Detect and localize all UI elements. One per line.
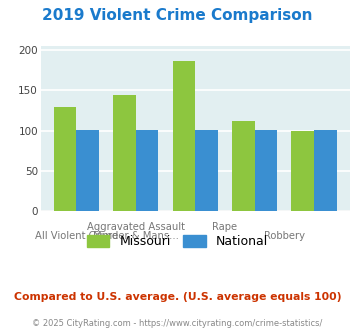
Bar: [232, 121, 255, 211]
Text: Murder & Mans...: Murder & Mans...: [93, 231, 179, 241]
Text: Rape: Rape: [212, 222, 237, 232]
Bar: [195, 130, 218, 211]
Legend: Missouri, National: Missouri, National: [82, 230, 273, 253]
Bar: [291, 131, 314, 211]
Bar: [173, 61, 195, 211]
Bar: [314, 130, 337, 211]
Text: © 2025 CityRating.com - https://www.cityrating.com/crime-statistics/: © 2025 CityRating.com - https://www.city…: [32, 319, 323, 328]
Bar: [113, 95, 136, 211]
Bar: [76, 130, 99, 211]
Bar: [136, 130, 158, 211]
Text: All Violent Crime: All Violent Crime: [35, 231, 118, 241]
Bar: [54, 107, 76, 211]
Text: Compared to U.S. average. (U.S. average equals 100): Compared to U.S. average. (U.S. average …: [14, 292, 341, 302]
Text: Robbery: Robbery: [264, 231, 305, 241]
Text: Aggravated Assault: Aggravated Assault: [87, 222, 185, 232]
Bar: [255, 130, 277, 211]
Text: 2019 Violent Crime Comparison: 2019 Violent Crime Comparison: [42, 8, 313, 23]
